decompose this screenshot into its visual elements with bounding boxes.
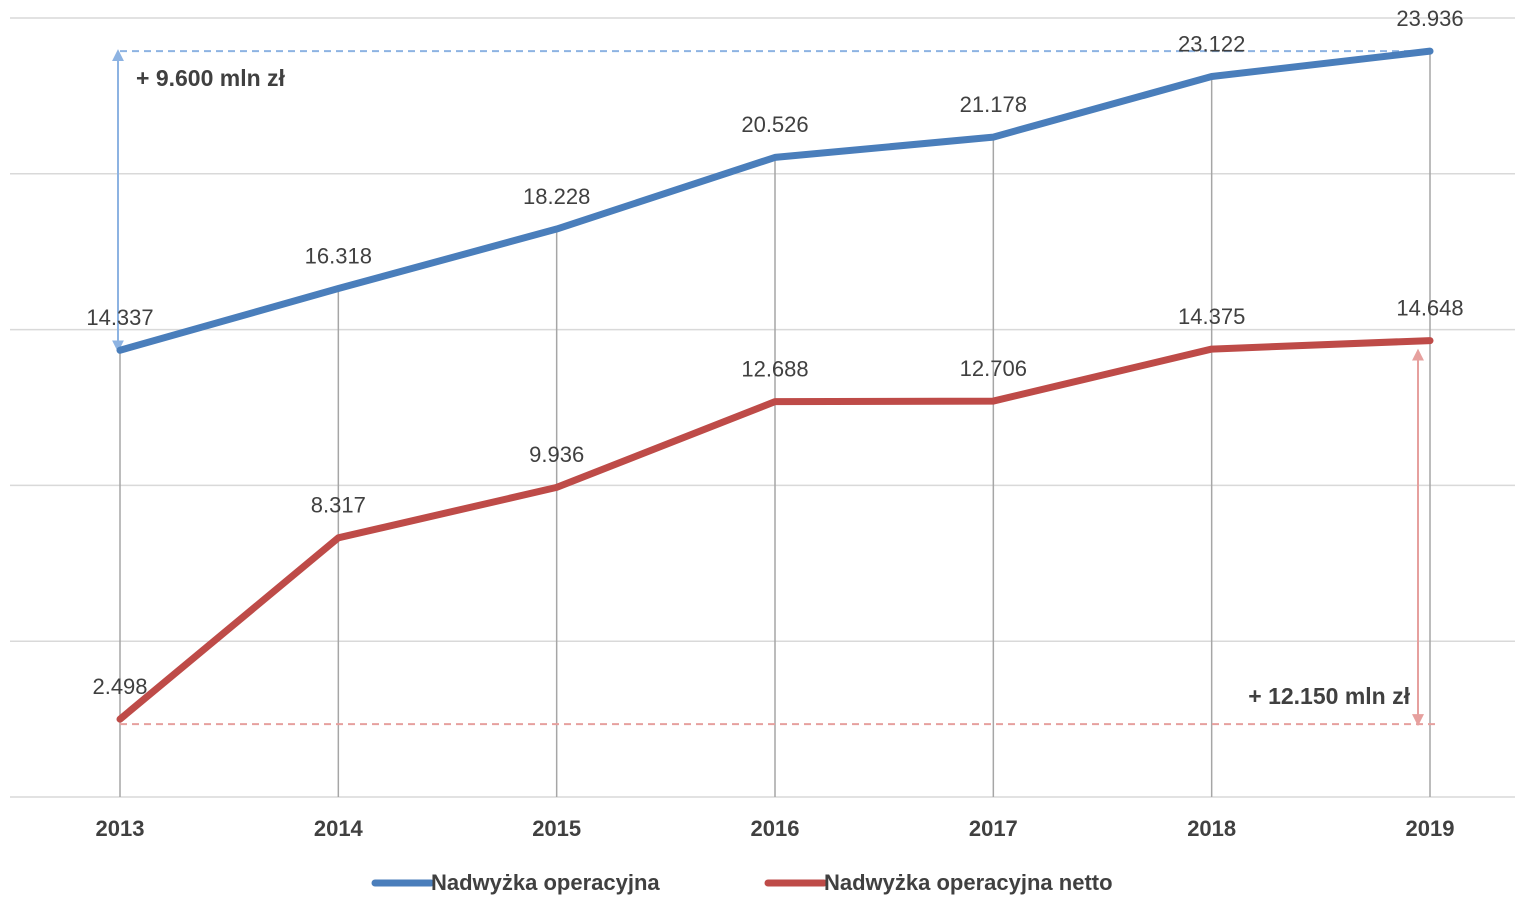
data-label: 23.936	[1396, 6, 1463, 31]
data-label: 12.688	[741, 356, 808, 381]
series-line	[116, 47, 1434, 354]
x-tick-label: 2016	[751, 816, 800, 841]
data-label: 20.526	[741, 112, 808, 137]
annotation: + 9.600 mln zł	[136, 65, 286, 91]
x-tick-label: 2017	[969, 816, 1018, 841]
data-label: 18.228	[523, 184, 590, 209]
data-label: 14.337	[86, 305, 153, 330]
x-tick-label: 2014	[314, 816, 364, 841]
data-label: 12.706	[960, 356, 1027, 381]
data-label: 23.122	[1178, 31, 1245, 56]
x-tick-label: 2015	[532, 816, 581, 841]
data-label: 16.318	[305, 243, 372, 268]
legend-label: Nadwyżka operacyjna	[431, 870, 660, 895]
legend-label: Nadwyżka operacyjna netto	[824, 870, 1113, 895]
data-label: 14.648	[1396, 295, 1463, 320]
annotation: + 12.150 mln zł	[1248, 683, 1410, 709]
data-label: 2.498	[92, 674, 147, 699]
data-label: 9.936	[529, 442, 584, 467]
x-tick-label: 2018	[1187, 816, 1236, 841]
data-label: 21.178	[960, 92, 1027, 117]
x-tick-label: 2019	[1406, 816, 1455, 841]
data-label: 8.317	[311, 493, 366, 518]
x-tick-label: 2013	[96, 816, 145, 841]
data-label: 14.375	[1178, 304, 1245, 329]
series-line	[116, 337, 1434, 723]
